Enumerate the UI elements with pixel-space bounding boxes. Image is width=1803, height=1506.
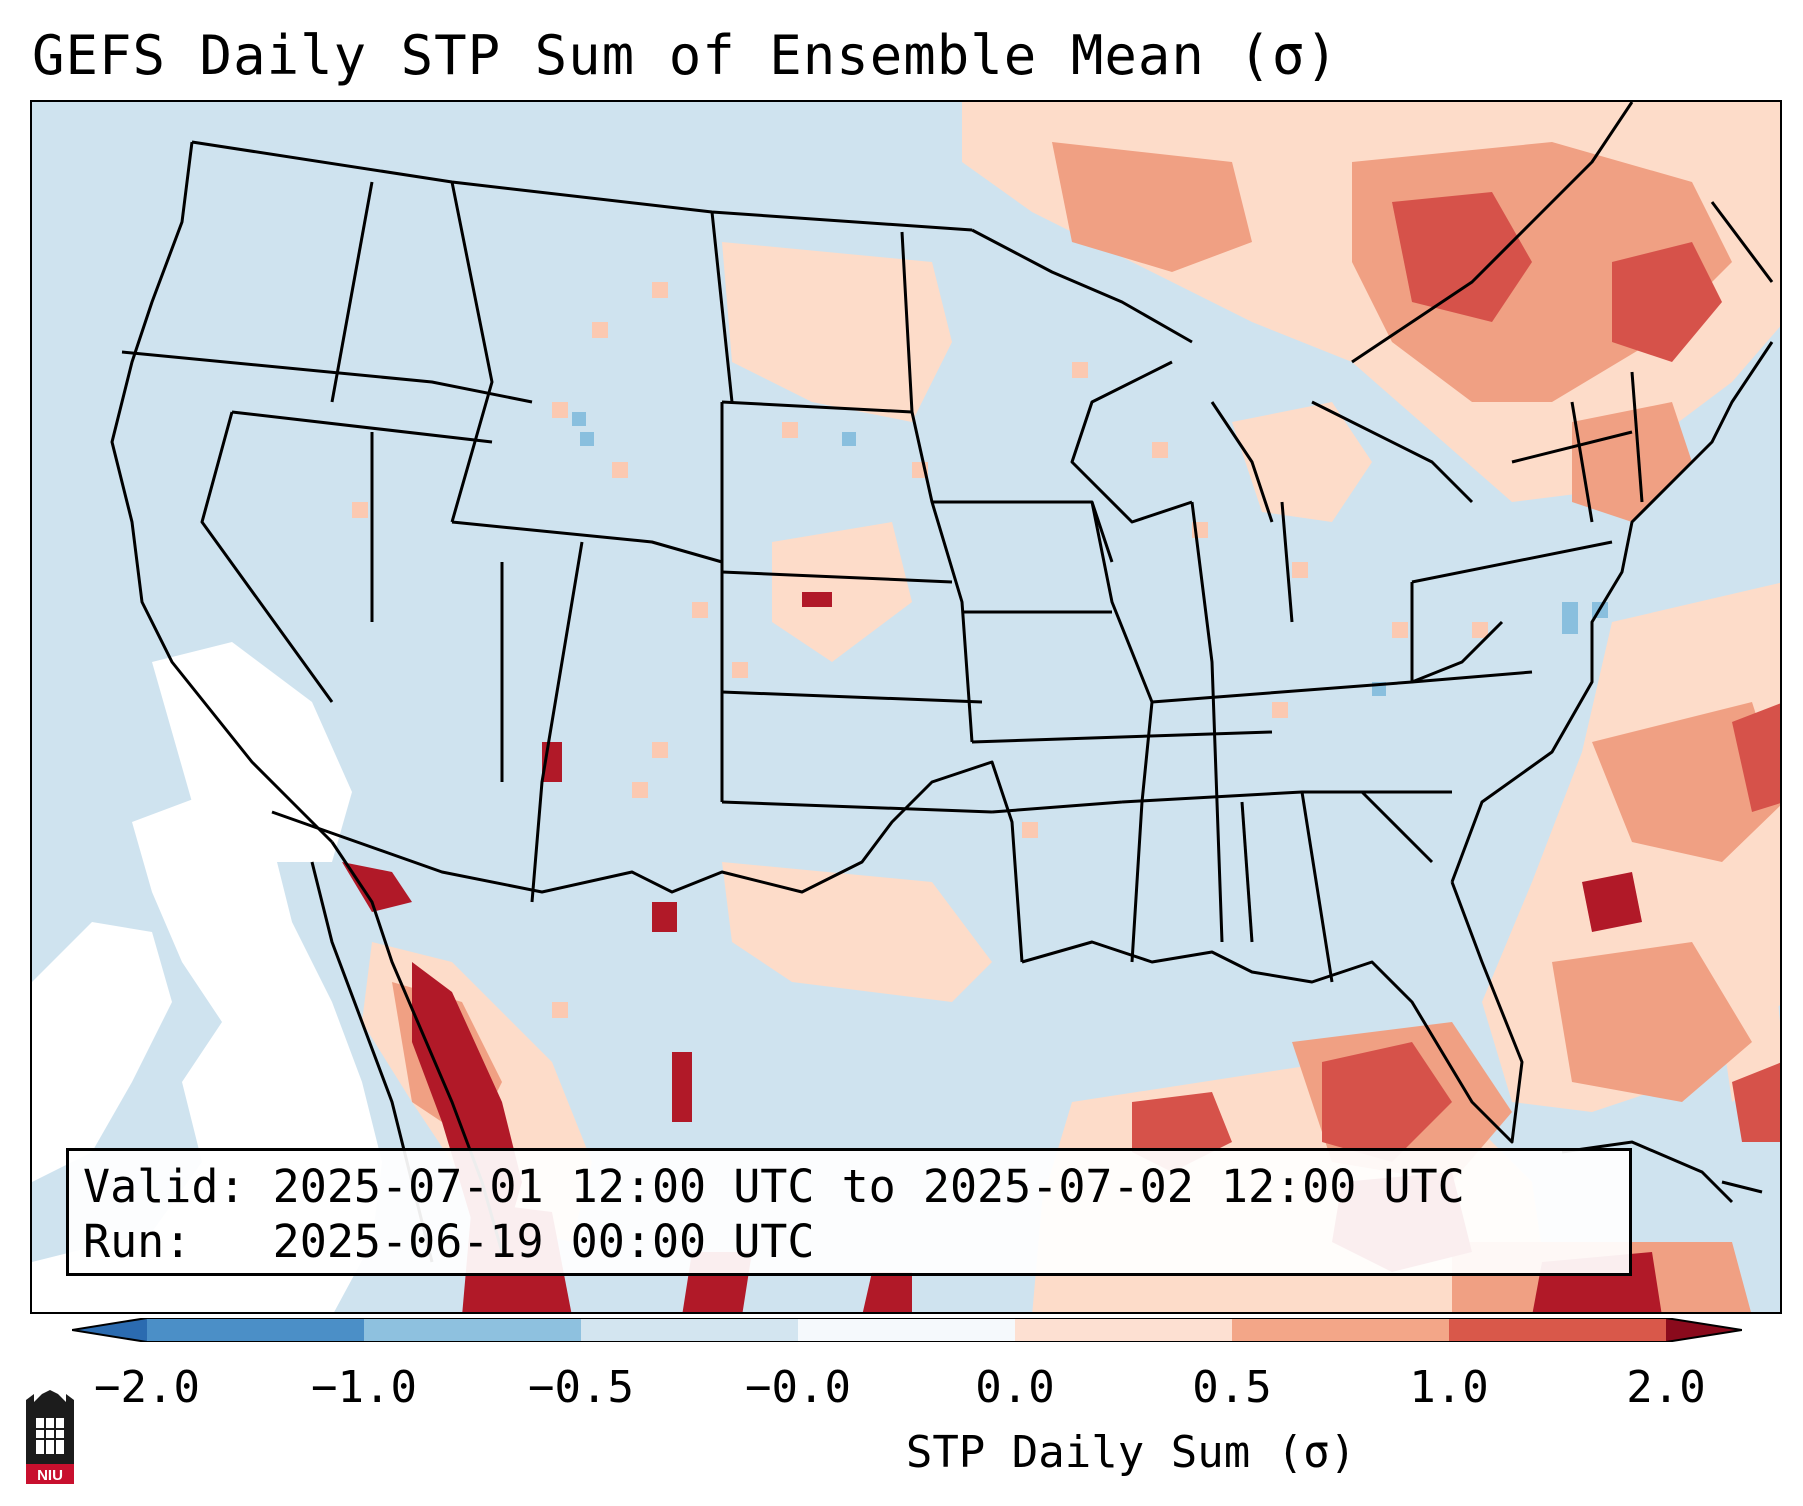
scattered-cells xyxy=(352,282,1488,1018)
colorbar-tick-label: −1.0 xyxy=(311,1362,417,1413)
logo-text: NIU xyxy=(37,1467,63,1484)
valid-time-text: Valid: 2025-07-01 12:00 UTC to 2025-07-0… xyxy=(83,1160,1465,1213)
colorbar-tick-label: 1.0 xyxy=(1409,1362,1489,1413)
chart-title: GEFS Daily STP Sum of Ensemble Mean (σ) xyxy=(32,24,1339,87)
colorbar-segment-3 xyxy=(581,1318,798,1342)
colorbar-segment-2 xyxy=(364,1318,581,1342)
state-borders xyxy=(110,102,1774,1144)
colorbar-tick-label: 2.0 xyxy=(1626,1362,1706,1413)
colorbar-segment-6 xyxy=(1232,1318,1449,1342)
colorbar-over-arrow xyxy=(1666,1318,1742,1342)
colorbar-segment-1 xyxy=(147,1318,364,1342)
colorbar-tick-label: −2.0 xyxy=(94,1362,200,1413)
colorbar-label: STP Daily Sum (σ) xyxy=(905,1427,1357,1478)
conus-map-icon xyxy=(32,102,1780,1312)
run-time-text: Run: 2025-06-19 00:00 UTC xyxy=(83,1215,815,1268)
colorbar-tick-label: −0.0 xyxy=(745,1362,851,1413)
valid-run-info-box: Valid: 2025-07-01 12:00 UTC to 2025-07-0… xyxy=(66,1148,1632,1276)
caribbean-islands xyxy=(1561,1140,1763,1204)
colorbar-segment-5 xyxy=(1015,1318,1232,1342)
colorbar-tick-label: 0.0 xyxy=(975,1362,1055,1413)
niu-logo-icon: NIU xyxy=(26,1390,74,1484)
colorbar xyxy=(72,1318,1742,1342)
colorbar-under-arrow xyxy=(72,1318,147,1342)
colorbar-segment-7 xyxy=(1449,1318,1666,1342)
colorbar-segment-4 xyxy=(798,1318,1015,1342)
colorbar-tick-label: 0.5 xyxy=(1192,1362,1272,1413)
map-panel xyxy=(30,100,1782,1314)
colorbar-tick-label: −0.5 xyxy=(528,1362,634,1413)
negative-cells xyxy=(572,412,1608,696)
